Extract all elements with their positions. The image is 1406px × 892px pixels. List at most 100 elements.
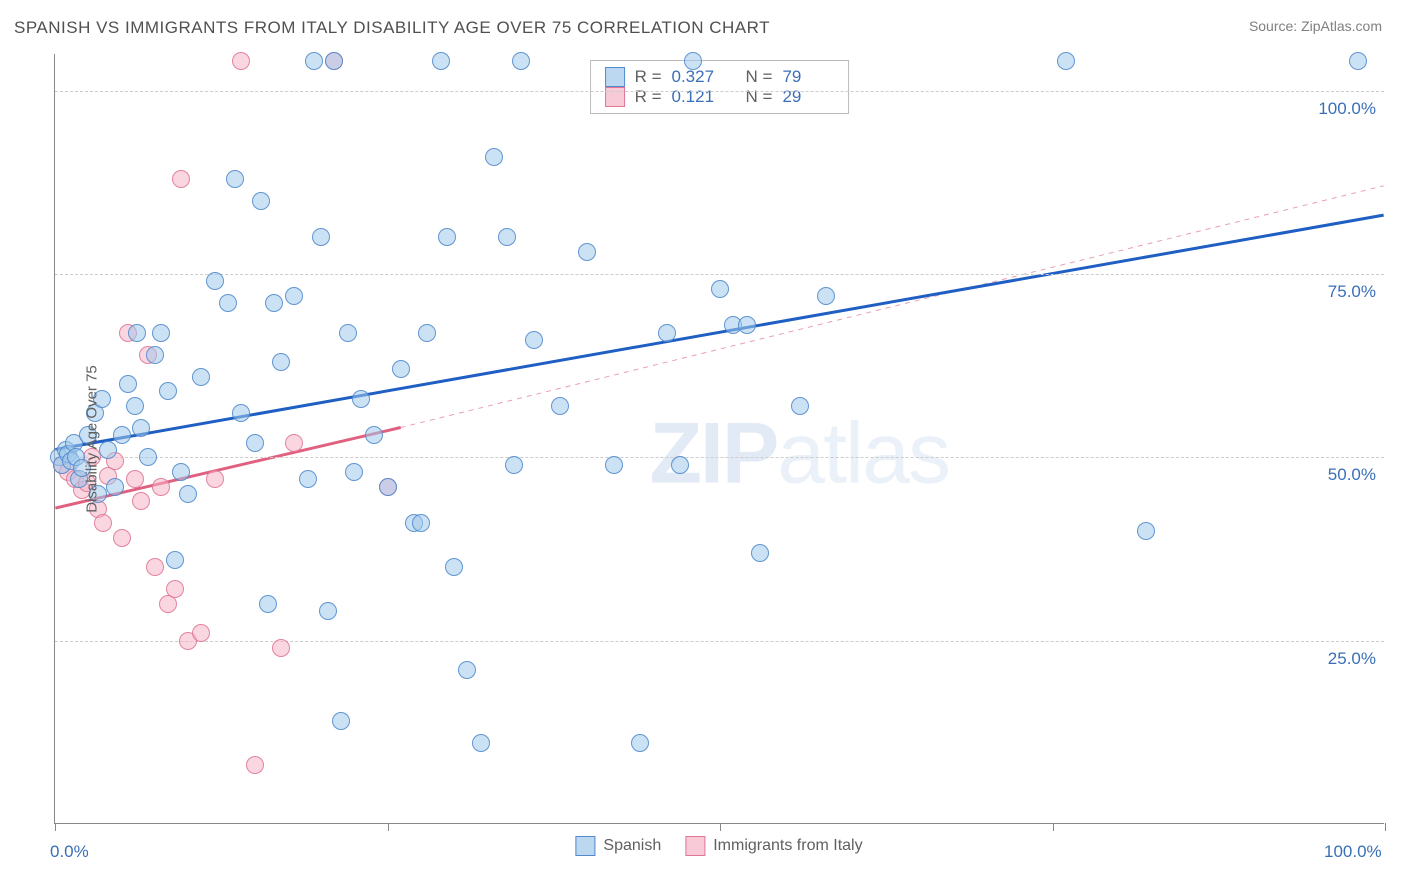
data-point-spanish [671,456,689,474]
data-point-spanish [146,346,164,364]
gridline-horizontal [55,274,1384,275]
x-tick [1053,823,1054,831]
data-point-spanish [658,324,676,342]
legend-item: Spanish [575,836,661,856]
data-point-spanish [379,478,397,496]
data-point-spanish [305,52,323,70]
x-tick [55,823,56,831]
y-axis-label: Disability Age Over 75 [83,365,100,513]
data-point-spanish [299,470,317,488]
gridline-horizontal [55,91,1384,92]
data-point-spanish [605,456,623,474]
stat-value-n: 79 [782,67,834,87]
data-point-spanish [113,426,131,444]
data-point-italy [113,529,131,547]
data-point-italy [152,478,170,496]
data-point-italy [285,434,303,452]
data-point-spanish [738,316,756,334]
data-point-italy [172,170,190,188]
data-point-spanish [272,353,290,371]
data-point-spanish [392,360,410,378]
data-point-spanish [751,544,769,562]
y-tick-label: 25.0% [1328,649,1376,669]
data-point-spanish [132,419,150,437]
data-point-spanish [159,382,177,400]
data-point-spanish [445,558,463,576]
data-point-spanish [498,228,516,246]
x-tick-label: 0.0% [50,842,89,862]
data-point-spanish [525,331,543,349]
data-point-spanish [365,426,383,444]
data-point-spanish [345,463,363,481]
trend-line [55,215,1383,449]
data-point-spanish [325,52,343,70]
y-tick-label: 50.0% [1328,465,1376,485]
x-tick [720,823,721,831]
data-point-spanish [684,52,702,70]
plot-area: ZIPatlas R =0.327N =79R =0.121N =29 25.0… [54,54,1384,824]
data-point-spanish [817,287,835,305]
legend-label: Spanish [603,837,661,855]
data-point-spanish [265,294,283,312]
data-point-spanish [1349,52,1367,70]
data-point-italy [246,756,264,774]
legend-swatch-spanish [575,836,595,856]
legend-item: Immigrants from Italy [685,836,862,856]
data-point-italy [166,580,184,598]
data-point-italy [232,52,250,70]
data-point-spanish [206,272,224,290]
data-point-spanish [458,661,476,679]
gridline-horizontal [55,641,1384,642]
stat-value-r: 0.327 [672,67,724,87]
data-point-spanish [505,456,523,474]
data-point-spanish [139,448,157,466]
x-tick [1385,823,1386,831]
data-point-italy [126,470,144,488]
data-point-spanish [259,595,277,613]
stat-label-n: N = [746,67,773,87]
chart-container: ZIPatlas R =0.327N =79R =0.121N =29 25.0… [54,54,1384,824]
swatch-spanish [605,67,625,87]
data-point-spanish [512,52,530,70]
data-point-spanish [166,551,184,569]
data-point-spanish [106,478,124,496]
data-point-spanish [332,712,350,730]
legend-swatch-italy [685,836,705,856]
data-point-italy [272,639,290,657]
data-point-spanish [791,397,809,415]
data-point-spanish [152,324,170,342]
legend-label: Immigrants from Italy [713,837,862,855]
y-tick-label: 100.0% [1318,99,1376,119]
data-point-spanish [179,485,197,503]
data-point-spanish [319,602,337,620]
data-point-spanish [432,52,450,70]
data-point-italy [206,470,224,488]
stats-row: R =0.327N =79 [605,67,835,87]
data-point-spanish [418,324,436,342]
data-point-spanish [119,375,137,393]
data-point-spanish [1137,522,1155,540]
data-point-spanish [285,287,303,305]
data-point-spanish [128,324,146,342]
data-point-spanish [551,397,569,415]
trend-line [401,186,1384,428]
data-point-italy [146,558,164,576]
data-point-spanish [312,228,330,246]
data-point-italy [132,492,150,510]
data-point-spanish [252,192,270,210]
chart-title: SPANISH VS IMMIGRANTS FROM ITALY DISABIL… [14,18,770,38]
source-attribution: Source: ZipAtlas.com [1249,18,1382,34]
data-point-spanish [226,170,244,188]
data-point-spanish [172,463,190,481]
data-point-spanish [126,397,144,415]
data-point-italy [192,624,210,642]
data-point-spanish [219,294,237,312]
data-point-spanish [246,434,264,452]
x-tick-label: 100.0% [1324,842,1382,862]
data-point-italy [94,514,112,532]
data-point-spanish [711,280,729,298]
data-point-spanish [412,514,430,532]
data-point-spanish [192,368,210,386]
data-point-spanish [232,404,250,422]
data-point-spanish [631,734,649,752]
